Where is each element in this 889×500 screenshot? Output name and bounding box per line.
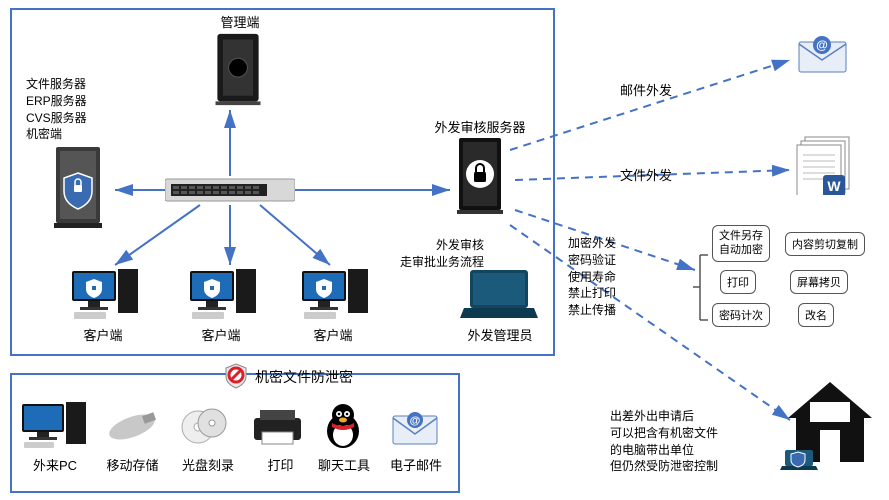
secure-server-icon xyxy=(48,145,108,230)
email-label: 电子邮件 xyxy=(386,455,446,474)
home-note: 出差外出申请后 可以把含有机密文件 的电脑带出单位 但仍然受防泄密控制 xyxy=(610,408,718,475)
policy-rename: 改名 xyxy=(798,303,834,327)
cd-label: 光盘刻录 xyxy=(178,455,238,474)
policy-pwcount: 密码计次 xyxy=(712,303,770,327)
printer-icon xyxy=(250,408,305,448)
svg-text:@: @ xyxy=(410,415,421,427)
audit-server-icon xyxy=(455,136,505,216)
chat-penguin-icon xyxy=(320,403,366,451)
print-label: 打印 xyxy=(258,455,303,474)
chat-label: 聊天工具 xyxy=(314,455,374,474)
laptop-icon xyxy=(460,268,538,322)
file-outgoing-label: 文件外发 xyxy=(620,165,672,184)
leak-title: 机密文件防泄密 xyxy=(255,367,353,387)
svg-text:@: @ xyxy=(816,38,828,52)
client-pc-icon xyxy=(300,267,372,322)
outgoing-policies-text: 加密外发 密码验证 使用寿命 禁止打印 禁止传播 xyxy=(568,235,616,319)
house-icon xyxy=(780,372,880,472)
mgmt-server-label: 管理端 xyxy=(205,12,275,31)
client-label-3: 客户端 xyxy=(308,325,358,344)
foreign-pc-label: 外来PC xyxy=(25,455,85,474)
audit-server-label: 外发审核服务器 xyxy=(425,117,535,136)
svg-text:W: W xyxy=(827,178,841,194)
audit-flow-text: 外发审核 走审批业务流程 xyxy=(400,237,484,271)
server-tower-icon xyxy=(210,32,266,107)
network-switch-icon xyxy=(165,175,295,207)
mail-outgoing-label: 邮件外发 xyxy=(620,80,672,99)
policy-screenshot: 屏幕拷贝 xyxy=(790,270,848,294)
email-envelope-icon: @ xyxy=(795,32,850,77)
policy-clipboard: 内容剪切复制 xyxy=(785,232,865,256)
client-label-2: 客户端 xyxy=(196,325,246,344)
usb-drive-icon xyxy=(105,410,160,445)
audit-admin-label: 外发管理员 xyxy=(455,325,545,344)
client-label-1: 客户端 xyxy=(78,325,128,344)
client-pc-icon xyxy=(70,267,142,322)
policy-save-encrypt: 文件另存 自动加密 xyxy=(712,225,770,262)
usb-label: 移动存储 xyxy=(100,455,165,474)
policy-print: 打印 xyxy=(720,270,756,294)
server-list-text: 文件服务器 ERP服务器 CVS服务器 机密端 xyxy=(26,76,87,143)
client-pc-icon xyxy=(188,267,260,322)
document-stack-icon: W xyxy=(793,135,857,195)
cd-burn-icon xyxy=(180,405,228,447)
email-envelope-icon: @ xyxy=(390,408,440,448)
foreign-pc-icon xyxy=(20,400,90,450)
shield-block-icon xyxy=(222,362,250,390)
